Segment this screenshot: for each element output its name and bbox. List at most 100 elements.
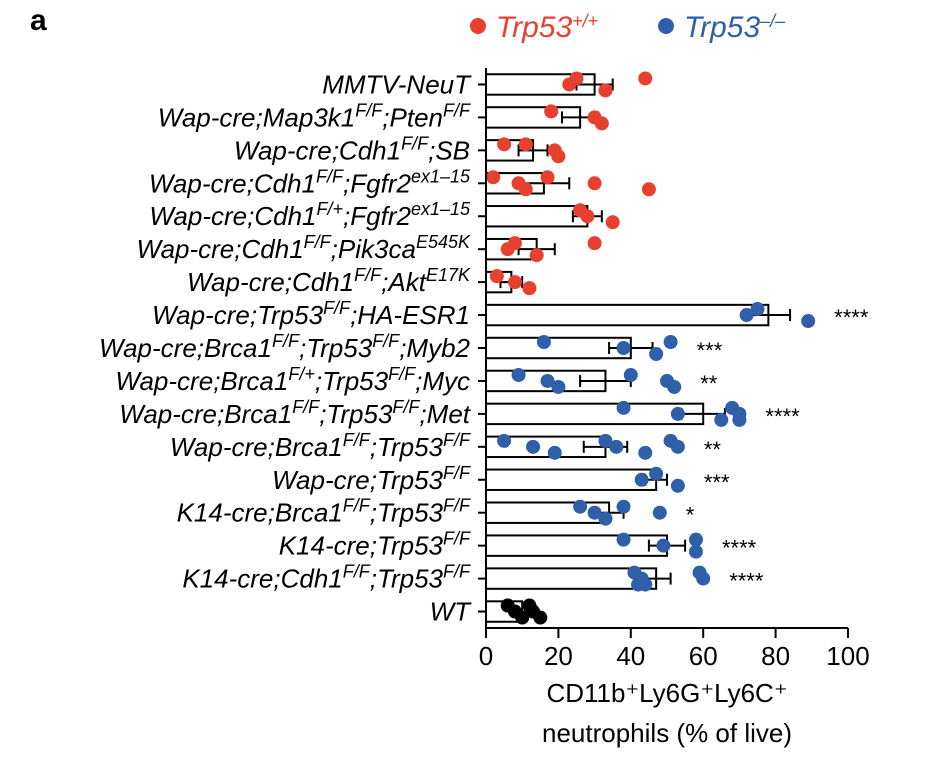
data-point-13-0 [573,499,588,514]
x-tick-label-0: 0 [479,641,493,671]
x-tick-label-5: 100 [826,641,869,671]
x-tick-label-1: 20 [544,641,573,671]
category-label-13: K14-cre;Brca1F/F​;Trp53F/F​ [177,496,471,528]
x-tick-label-4: 80 [761,641,790,671]
data-point-15-5 [631,577,646,592]
data-point-11-2 [547,445,562,460]
significance-10: **** [765,404,800,429]
legend-label-0: Trp53+/+​ [496,11,598,44]
data-point-6-1 [507,275,522,290]
data-point-9-5 [667,379,682,394]
data-point-4-2 [605,215,620,230]
data-point-11-0 [497,433,512,448]
category-label-16: WT [430,597,473,627]
bar-10 [485,402,705,426]
data-point-8-1 [616,341,631,355]
category-label-15: K14-cre;Cdh1F/F​;Trp53F/F​ [182,562,471,594]
x-tick-label-3: 60 [689,641,718,671]
data-point-11-5 [638,445,653,460]
data-point-8-0 [536,335,551,349]
x-axis-label-line1: CD11b⁺Ly6G⁺Ly6C⁺ [546,678,787,708]
data-point-12-1 [634,472,649,487]
category-label-6: Wap-cre;Cdh1F/F​;AktE17K​ [187,265,471,297]
category-label-5: Wap-cre;Cdh1F/F​;Pik3caE545K​ [137,232,471,264]
data-point-15-4 [696,571,711,586]
data-point-7-1 [739,308,754,323]
data-point-13-3 [616,499,631,514]
data-point-5-2 [529,248,544,263]
category-label-10: Wap-cre;Brca1F/F​;Trp53F/F​;Met [119,397,472,429]
data-point-8-2 [649,347,664,361]
category-label-2: Wap-cre;Cdh1F/F​;SB [234,133,470,165]
x-axis-label-line2: neutrophils (% of live) [542,718,792,748]
category-label-3: Wap-cre;Cdh1F/F​;Fgfr2ex1–15​ [149,166,471,198]
data-point-7-0 [750,302,765,317]
panel-label: a [30,4,47,37]
data-point-11-3 [598,433,613,448]
data-point-5-3 [587,236,602,251]
data-point-6-0 [489,269,504,284]
x-tick-label-2: 40 [616,641,645,671]
data-point-5-1 [500,242,515,257]
data-point-10-2 [714,412,729,427]
category-label-14: K14-cre;Trp53F/F​ [279,529,471,561]
data-point-6-2 [522,281,537,296]
data-point-3-2 [518,182,533,197]
data-point-0-3 [638,71,653,86]
data-point-0-2 [598,83,613,98]
legend-marker-0 [470,18,486,34]
data-point-9-0 [511,367,526,382]
significance-7: **** [834,305,869,330]
data-point-11-4 [609,439,624,454]
data-point-13-4 [652,505,667,520]
category-label-8: Wap-cre;Brca1F/F​;Trp53F/F​;Myb2 [99,331,471,363]
data-point-2-0 [497,137,512,152]
data-point-8-3 [663,335,678,349]
bar-7 [485,303,770,327]
significance-14: **** [722,536,757,561]
data-point-14-2 [688,544,703,559]
data-point-16-5 [533,610,548,625]
category-label-0: MMTV-NeuT [322,69,472,99]
category-label-12: Wap-cre;Trp53F/F​ [272,463,471,495]
significance-11: ** [704,437,722,462]
data-point-2-2 [551,149,566,164]
data-point-9-3 [623,367,638,382]
significance-13: * [686,503,695,528]
data-point-13-2 [598,511,613,526]
data-point-12-2 [670,478,685,493]
data-point-10-0 [616,400,631,415]
data-point-9-2 [551,379,566,394]
significance-15: **** [729,569,764,594]
data-point-9-1 [540,373,555,388]
bar-12 [485,468,658,491]
data-point-4-1 [580,209,595,224]
data-point-1-0 [544,104,559,119]
category-label-11: Wap-cre;Brca1F/F​;Trp53F/F​ [170,430,471,462]
bar-14 [485,534,668,557]
data-point-10-1 [670,406,685,421]
data-point-12-0 [649,466,664,481]
data-point-11-1 [526,439,541,454]
data-point-1-2 [594,116,609,131]
data-point-3-4 [587,176,602,191]
data-point-14-0 [616,532,631,547]
data-point-14-1 [656,538,671,553]
data-point-2-3 [518,137,533,152]
category-label-9: Wap-cre;Brca1F/+​;Trp53F/F​;Myc [115,364,470,396]
data-point-14-3 [688,532,703,547]
legend-marker-1 [658,18,674,34]
data-point-16-2 [515,610,530,625]
legend-label-1: Trp53–/–​ [684,11,786,44]
data-point-3-3 [540,170,555,185]
significance-8: *** [697,338,723,363]
data-point-7-2 [801,314,816,329]
data-point-11-7 [670,439,685,454]
data-point-13-1 [587,505,602,520]
data-point-3-5 [641,182,656,197]
data-point-10-5 [732,412,747,427]
significance-12: *** [704,470,730,495]
category-label-7: Wap-cre;Trp53F/F​;HA-ESR1 [152,298,470,330]
data-point-3-0 [486,170,501,185]
